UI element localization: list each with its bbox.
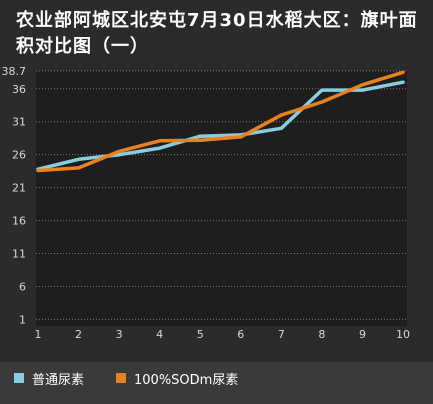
y-tick-label: 1 <box>19 313 26 326</box>
x-tick-label: 4 <box>156 328 163 341</box>
legend-label-series-2: 100%SODm尿素 <box>134 372 239 388</box>
x-tick-label: 5 <box>197 328 204 341</box>
x-tick-label: 9 <box>359 328 366 341</box>
x-tick-label: 10 <box>396 328 410 341</box>
y-tick-label: 31 <box>12 116 26 129</box>
x-tick-label: 6 <box>237 328 244 341</box>
series-layer <box>36 70 405 173</box>
legend-swatch-series-2 <box>116 373 126 383</box>
legend: 普通尿素 100%SODm尿素 <box>0 362 433 404</box>
plot-background <box>36 71 407 326</box>
x-tick-label: 3 <box>116 328 123 341</box>
legend-swatch-series-1 <box>14 373 24 383</box>
x-tick-label: 1 <box>35 328 42 341</box>
y-tick-label: 16 <box>12 215 26 228</box>
x-tick-label: 2 <box>75 328 82 341</box>
series-line-2 <box>36 70 405 173</box>
y-tick-label: 26 <box>12 149 26 162</box>
y-tick-label: 6 <box>19 280 26 293</box>
legend-label-series-1: 普通尿素 <box>32 372 85 388</box>
y-tick-label: 38.7 <box>2 65 27 78</box>
x-tick-label: 8 <box>318 328 325 341</box>
y-tick-label: 21 <box>12 182 26 195</box>
legend-item-series-2: 100%SODm尿素 <box>116 362 238 394</box>
chart-title: 农业部阿城区北安屯7月30日水稻大区：旗叶面积对比图（一） <box>16 10 418 57</box>
series-line-1 <box>36 80 405 171</box>
legend-item-series-1: 普通尿素 <box>14 362 84 394</box>
x-tick-label: 7 <box>278 328 285 341</box>
y-tick-label: 11 <box>12 248 26 261</box>
y-tick-label: 36 <box>12 83 26 96</box>
